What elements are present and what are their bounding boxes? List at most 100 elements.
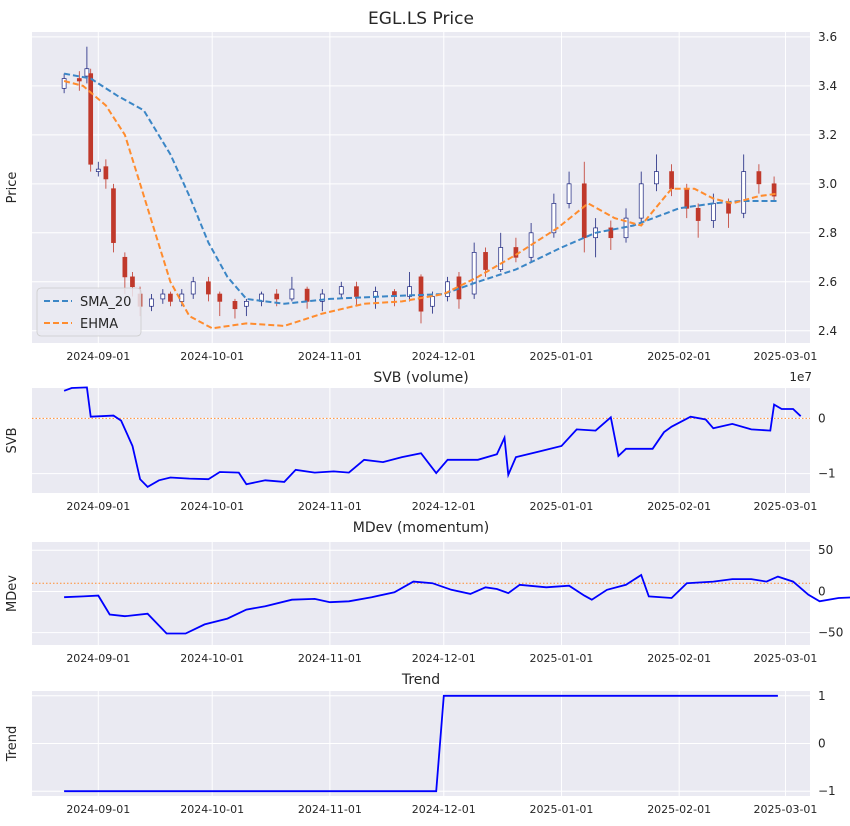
x-tick-label: 2024-09-01: [66, 652, 130, 665]
candle-body: [756, 171, 762, 185]
x-tick-label: 2025-03-01: [754, 350, 818, 363]
series-line: [64, 573, 850, 635]
panel-title: Trend: [401, 672, 440, 688]
candle-body: [160, 293, 166, 300]
candle-body: [149, 298, 154, 307]
candle-body: [373, 291, 378, 297]
candle-body: [407, 286, 412, 297]
y-tick-label: 3.2: [818, 128, 837, 142]
axis-offset-label: 1e7: [789, 370, 812, 384]
y-tick-label: 2.6: [818, 275, 837, 289]
legend: SMA_20 EHMA: [36, 287, 142, 337]
series-line: [64, 694, 778, 793]
x-tick-label: 2024-11-01: [298, 803, 362, 816]
x-tick-label: 2025-02-01: [647, 500, 711, 513]
x-tick-label: 2024-12-01: [412, 803, 476, 816]
candle-body: [122, 256, 128, 278]
x-tick-label: 2024-10-01: [180, 803, 244, 816]
y-tick-label: 0: [818, 584, 826, 598]
x-tick-label: 2025-01-01: [530, 652, 594, 665]
x-tick-label: 2024-12-01: [412, 652, 476, 665]
candle-body: [232, 301, 238, 310]
candle-body: [710, 203, 716, 221]
plot-background: [32, 388, 810, 493]
series-line: [63, 386, 802, 489]
y-axis-label: MDev: [5, 575, 20, 612]
x-tick-label: 2025-03-01: [754, 500, 818, 513]
candle-body: [84, 68, 90, 77]
y-tick-label: 2.8: [818, 226, 837, 240]
panel-1: 2024-09-01 2024-10-01 2024-11-01 2024-12-01…: [5, 9, 837, 363]
candle-body: [179, 293, 185, 302]
panel-title: EGL.LS Price: [368, 9, 474, 29]
x-tick-label: 2025-03-01: [754, 803, 818, 816]
x-tick-label: 2025-02-01: [647, 652, 711, 665]
panel-title: SVB (volume): [373, 370, 468, 386]
x-tick-label: 2025-01-01: [530, 350, 594, 363]
y-tick-label: −1: [818, 784, 836, 798]
legend-entry-sma: SMA_20: [80, 295, 131, 310]
y-axis-label: SVB: [5, 427, 20, 453]
panel-2: 2024-09-01 2024-10-01 2024-11-01 2024-12-01…: [5, 370, 836, 513]
candle-body: [483, 252, 488, 270]
candle-body: [726, 203, 731, 214]
y-tick-label: 3.6: [818, 30, 837, 44]
x-tick-label: 2024-09-01: [66, 803, 130, 816]
candle-body: [217, 293, 223, 302]
candle-body: [103, 166, 109, 180]
candle-body: [741, 171, 747, 214]
candle-body: [581, 183, 587, 239]
candle-body: [130, 276, 135, 288]
candle-body: [76, 78, 82, 82]
candle-body: [111, 188, 116, 243]
panel-3: 2024-09-01 2024-10-01 2024-11-01 2024-12-01…: [5, 520, 850, 665]
x-tick-label: 2025-03-01: [754, 652, 818, 665]
candle-body: [566, 183, 572, 204]
candle-body: [551, 203, 557, 234]
plot-background: [32, 542, 810, 645]
candle-body: [471, 252, 477, 295]
x-tick-label: 2025-01-01: [530, 500, 594, 513]
y-tick-label: 50: [818, 543, 833, 557]
x-tick-label: 2024-11-01: [298, 350, 362, 363]
x-tick-label: 2024-10-01: [180, 500, 244, 513]
x-tick-label: 2024-10-01: [180, 350, 244, 363]
candle-body: [771, 183, 777, 197]
candle-body: [445, 281, 450, 297]
sma-line: [63, 72, 778, 305]
legend-entry-ehma: EHMA: [80, 317, 118, 332]
candle-body: [61, 78, 67, 89]
candle-body: [206, 281, 211, 295]
x-tick-label: 2024-10-01: [180, 652, 244, 665]
candle-body: [319, 293, 325, 302]
x-tick-label: 2025-02-01: [647, 803, 711, 816]
candle-body: [669, 171, 674, 190]
x-tick-label: 2025-01-01: [530, 803, 594, 816]
candle-body: [304, 288, 310, 302]
candle-body: [513, 247, 519, 258]
x-tick-label: 2025-02-01: [647, 350, 711, 363]
candle-body: [654, 171, 659, 185]
candle-body: [274, 293, 280, 300]
candle-body: [430, 296, 435, 307]
x-tick-label: 2024-09-01: [66, 500, 130, 513]
candle-body: [638, 183, 644, 219]
x-tick-label: 2024-11-01: [298, 500, 362, 513]
candle-body: [244, 301, 249, 307]
candle-body: [88, 73, 94, 165]
y-tick-label: 1: [818, 689, 826, 703]
candle-body: [498, 247, 504, 270]
x-tick-label: 2024-12-01: [412, 500, 476, 513]
candle-body: [168, 293, 173, 302]
x-tick-label: 2024-12-01: [412, 350, 476, 363]
y-axis-label: Price: [5, 172, 20, 204]
x-tick-label: 2024-11-01: [298, 652, 362, 665]
y-tick-label: −1: [818, 467, 836, 481]
candle-body: [684, 188, 690, 209]
candle-body: [695, 207, 701, 221]
panel-title: MDev (momentum): [353, 520, 489, 536]
candle-body: [289, 288, 295, 300]
candle-body: [338, 286, 344, 295]
y-tick-label: 3.0: [818, 177, 837, 191]
